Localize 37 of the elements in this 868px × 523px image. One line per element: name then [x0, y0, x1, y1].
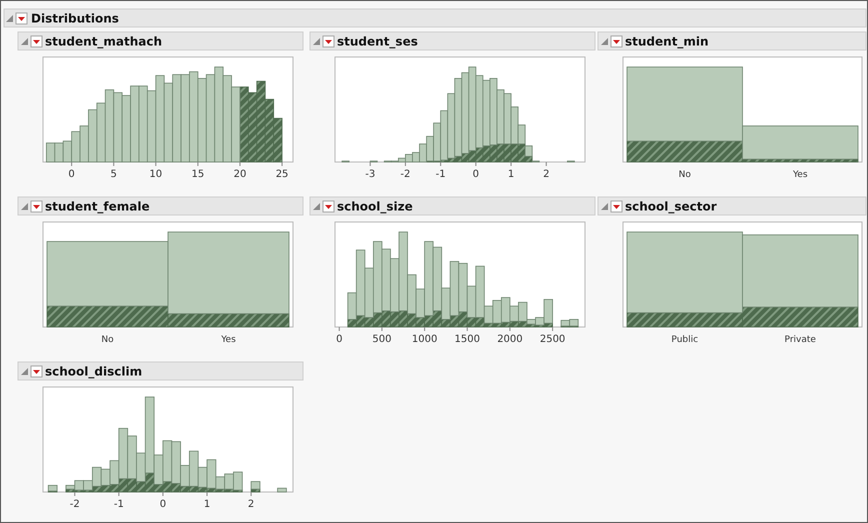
x-tick-label: 25 [276, 169, 288, 180]
x-tick-label: 0 [160, 499, 166, 510]
x-tick-label: 10 [149, 169, 162, 180]
x-tick-label: -1 [114, 499, 124, 510]
x-tick-label: 1500 [454, 334, 480, 345]
x-tick-label: -3 [365, 169, 376, 180]
x-tick-label: 1000 [412, 334, 438, 345]
chart-title: school_disclim [45, 364, 142, 378]
x-tick-label: 2500 [540, 334, 566, 345]
chart-title: school_sector [625, 200, 717, 214]
x-tick-label: 0 [472, 169, 480, 180]
chart-title: student_min [625, 34, 709, 48]
x-tick-label: 5 [110, 169, 117, 180]
x-tick-label: 2 [543, 169, 550, 180]
chart-title: student_mathach [45, 34, 162, 48]
x-tick-label: No [101, 335, 114, 345]
x-tick-label: -2 [70, 499, 80, 510]
x-tick-label: No [678, 170, 692, 180]
x-tick-label: Yes [792, 170, 808, 180]
x-tick-label: 0 [336, 334, 342, 345]
chart-title: student_ses [337, 34, 418, 48]
chart-title: school_size [337, 200, 413, 214]
x-tick-label: 500 [372, 334, 392, 345]
x-tick-label: Yes [220, 335, 236, 345]
x-tick-label: -1 [436, 169, 446, 180]
x-tick-label: -2 [400, 169, 410, 180]
x-tick-label: 2000 [497, 334, 523, 345]
x-tick-label: 15 [192, 169, 204, 180]
x-tick-label: 20 [234, 169, 246, 180]
x-tick-label: 0 [68, 169, 75, 180]
x-tick-label: 1 [204, 499, 210, 510]
x-tick-label: Public [671, 335, 698, 345]
x-tick-label: 1 [508, 169, 514, 180]
x-tick-label: Private [784, 335, 816, 345]
text: Distributions [31, 12, 119, 26]
x-tick-label: 2 [248, 499, 254, 510]
chart-title: student_female [45, 200, 150, 214]
